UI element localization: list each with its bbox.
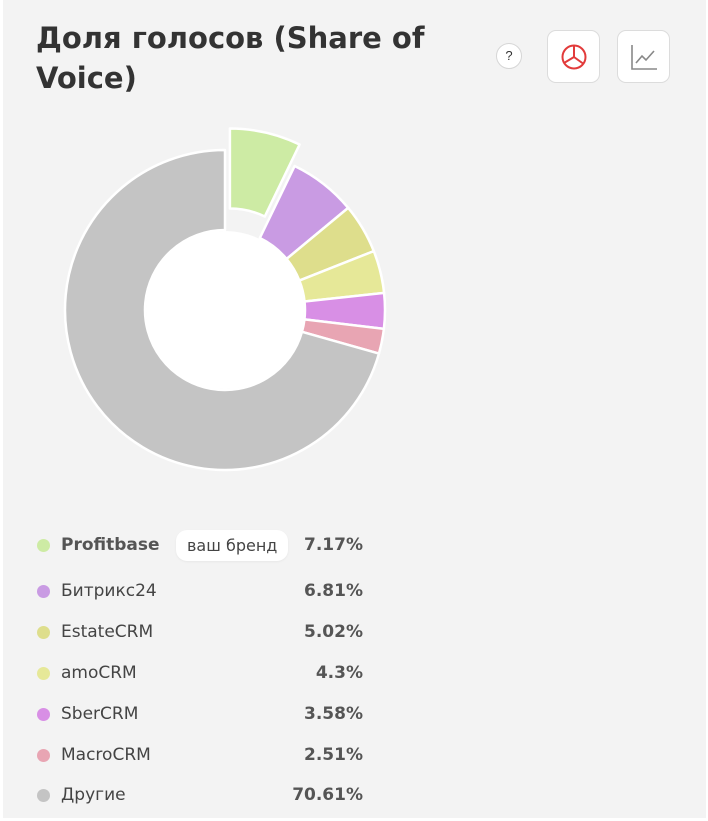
donut-hole — [146, 231, 304, 389]
legend-color-dot — [37, 707, 50, 721]
legend-item: Битрикс24 6.81% — [33, 576, 373, 606]
legend-label: MacroCRM — [61, 745, 151, 765]
legend-value: 7.17% — [304, 535, 363, 555]
legend-label: amoCRM — [61, 663, 137, 683]
legend-value: 6.81% — [304, 581, 363, 601]
legend-color-dot — [37, 788, 50, 802]
share-of-voice-card: Доля голосов (Share of Voice) ? Profitba… — [3, 0, 706, 818]
donut-slice-6[interactable] — [63, 148, 381, 472]
legend-label: EstateCRM — [61, 622, 154, 642]
legend-item: SberCRM 3.58% — [33, 699, 373, 729]
legend-item: amoCRM 4.3% — [33, 658, 373, 688]
legend-label: Битрикс24 — [61, 581, 157, 601]
pie-chart-icon — [561, 44, 586, 69]
help-button[interactable]: ? — [496, 43, 522, 69]
line-chart-button[interactable] — [617, 30, 670, 83]
legend-item: Profitbase ваш бренд 7.17% — [33, 529, 373, 561]
legend-color-dot — [37, 748, 50, 762]
legend-label: SberCRM — [61, 704, 139, 724]
legend-value: 2.51% — [304, 745, 363, 765]
legend-value: 3.58% — [304, 704, 363, 724]
legend-label: Другие — [61, 785, 126, 805]
legend-color-dot — [37, 584, 50, 598]
legend-color-dot — [37, 625, 50, 639]
pie-chart-button[interactable] — [547, 30, 600, 83]
legend-value: 70.61% — [292, 785, 363, 805]
page-title: Доля голосов (Share of Voice) — [36, 21, 425, 95]
legend-item: Другие 70.61% — [33, 780, 373, 810]
legend-item: EstateCRM 5.02% — [33, 617, 373, 647]
own-brand-badge: ваш бренд — [176, 529, 289, 561]
legend-color-dot — [37, 666, 50, 680]
legend-color-dot — [37, 538, 50, 552]
line-chart-icon — [630, 44, 657, 70]
legend-item: MacroCRM 2.51% — [33, 740, 373, 770]
legend-value: 5.02% — [304, 622, 363, 642]
legend-value: 4.3% — [315, 663, 363, 683]
legend-label: Profitbase — [61, 535, 160, 555]
donut-slice-0[interactable] — [228, 127, 301, 218]
donut-chart — [63, 127, 387, 472]
